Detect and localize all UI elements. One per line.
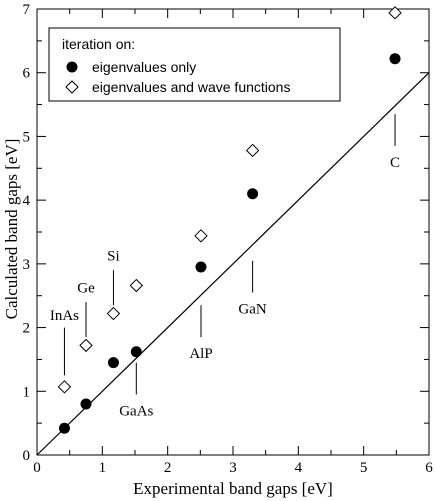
x-tick-label: 4: [295, 460, 303, 476]
legend-entry-eigenvalues-only: eigenvalues only: [92, 59, 196, 75]
reference-line: [36, 72, 430, 456]
legend-title: iteration on:: [62, 36, 135, 52]
x-tick-label: 2: [164, 460, 172, 476]
x-axis-label: Experimental band gaps [eV]: [133, 479, 333, 498]
legend-entry-eigenvalues-and-wave-functions: eigenvalues and wave functions: [92, 79, 290, 95]
y-tick-label: 2: [23, 321, 31, 337]
y-tick-label: 7: [23, 2, 31, 18]
annotation-ge: Ge: [77, 281, 95, 297]
legend: iteration on: eigenvalues only eigenvalu…: [48, 27, 341, 102]
point-eigenvalues-and-wave-functions: [129, 278, 144, 293]
point-eigenvalues-and-wave-functions: [245, 143, 260, 158]
point-eigenvalues-only: [107, 357, 119, 369]
point-eigenvalues-only: [80, 398, 92, 410]
x-tick-label: 3: [229, 460, 237, 476]
x-tick-label: 5: [360, 460, 368, 476]
legend-box: [48, 27, 341, 102]
x-tick-label: 0: [33, 460, 41, 476]
x-tick-label: 6: [425, 460, 433, 476]
tick-labels: 0 1 2 3 4 5 6 0 1 2 3 4 5 6 7: [23, 2, 434, 476]
y-tick-label: 5: [23, 129, 31, 145]
x-tick-label: 1: [99, 460, 107, 476]
annotation-alp: AlP: [189, 346, 212, 362]
y-tick-label: 1: [23, 384, 31, 400]
point-eigenvalues-only: [247, 188, 259, 200]
point-eigenvalues-only: [130, 346, 142, 358]
point-eigenvalues-only: [195, 261, 207, 273]
legend-marker-filled-circle: [66, 61, 78, 73]
y-tick-label: 4: [23, 193, 31, 209]
annotation-gan: GaN: [238, 302, 266, 318]
point-eigenvalues-only: [389, 53, 401, 65]
point-eigenvalues-and-wave-functions: [388, 6, 402, 20]
y-axis-label: Calculated band gaps [eV]: [2, 139, 21, 320]
data-points: [57, 6, 402, 434]
annotation-inas: InAs: [50, 308, 79, 324]
reference-line-group: [36, 72, 430, 456]
point-eigenvalues-and-wave-functions: [194, 229, 208, 243]
point-eigenvalues-and-wave-functions: [106, 306, 121, 321]
y-tick-label: 6: [23, 66, 31, 82]
y-tick-label: 3: [23, 257, 31, 273]
annotation-c: C: [390, 155, 400, 171]
annotation-gaas: GaAs: [119, 403, 153, 419]
annotations: InAs Ge Si GaAs AlP GaN C: [50, 114, 400, 419]
legend-marker-open-diamond: [65, 80, 79, 94]
annotation-si: Si: [107, 249, 120, 265]
point-eigenvalues-and-wave-functions: [79, 338, 93, 353]
point-eigenvalues-only: [58, 422, 70, 434]
point-eigenvalues-and-wave-functions: [57, 380, 72, 394]
y-tick-label: 0: [23, 448, 31, 464]
tick-marks: [36, 8, 430, 456]
